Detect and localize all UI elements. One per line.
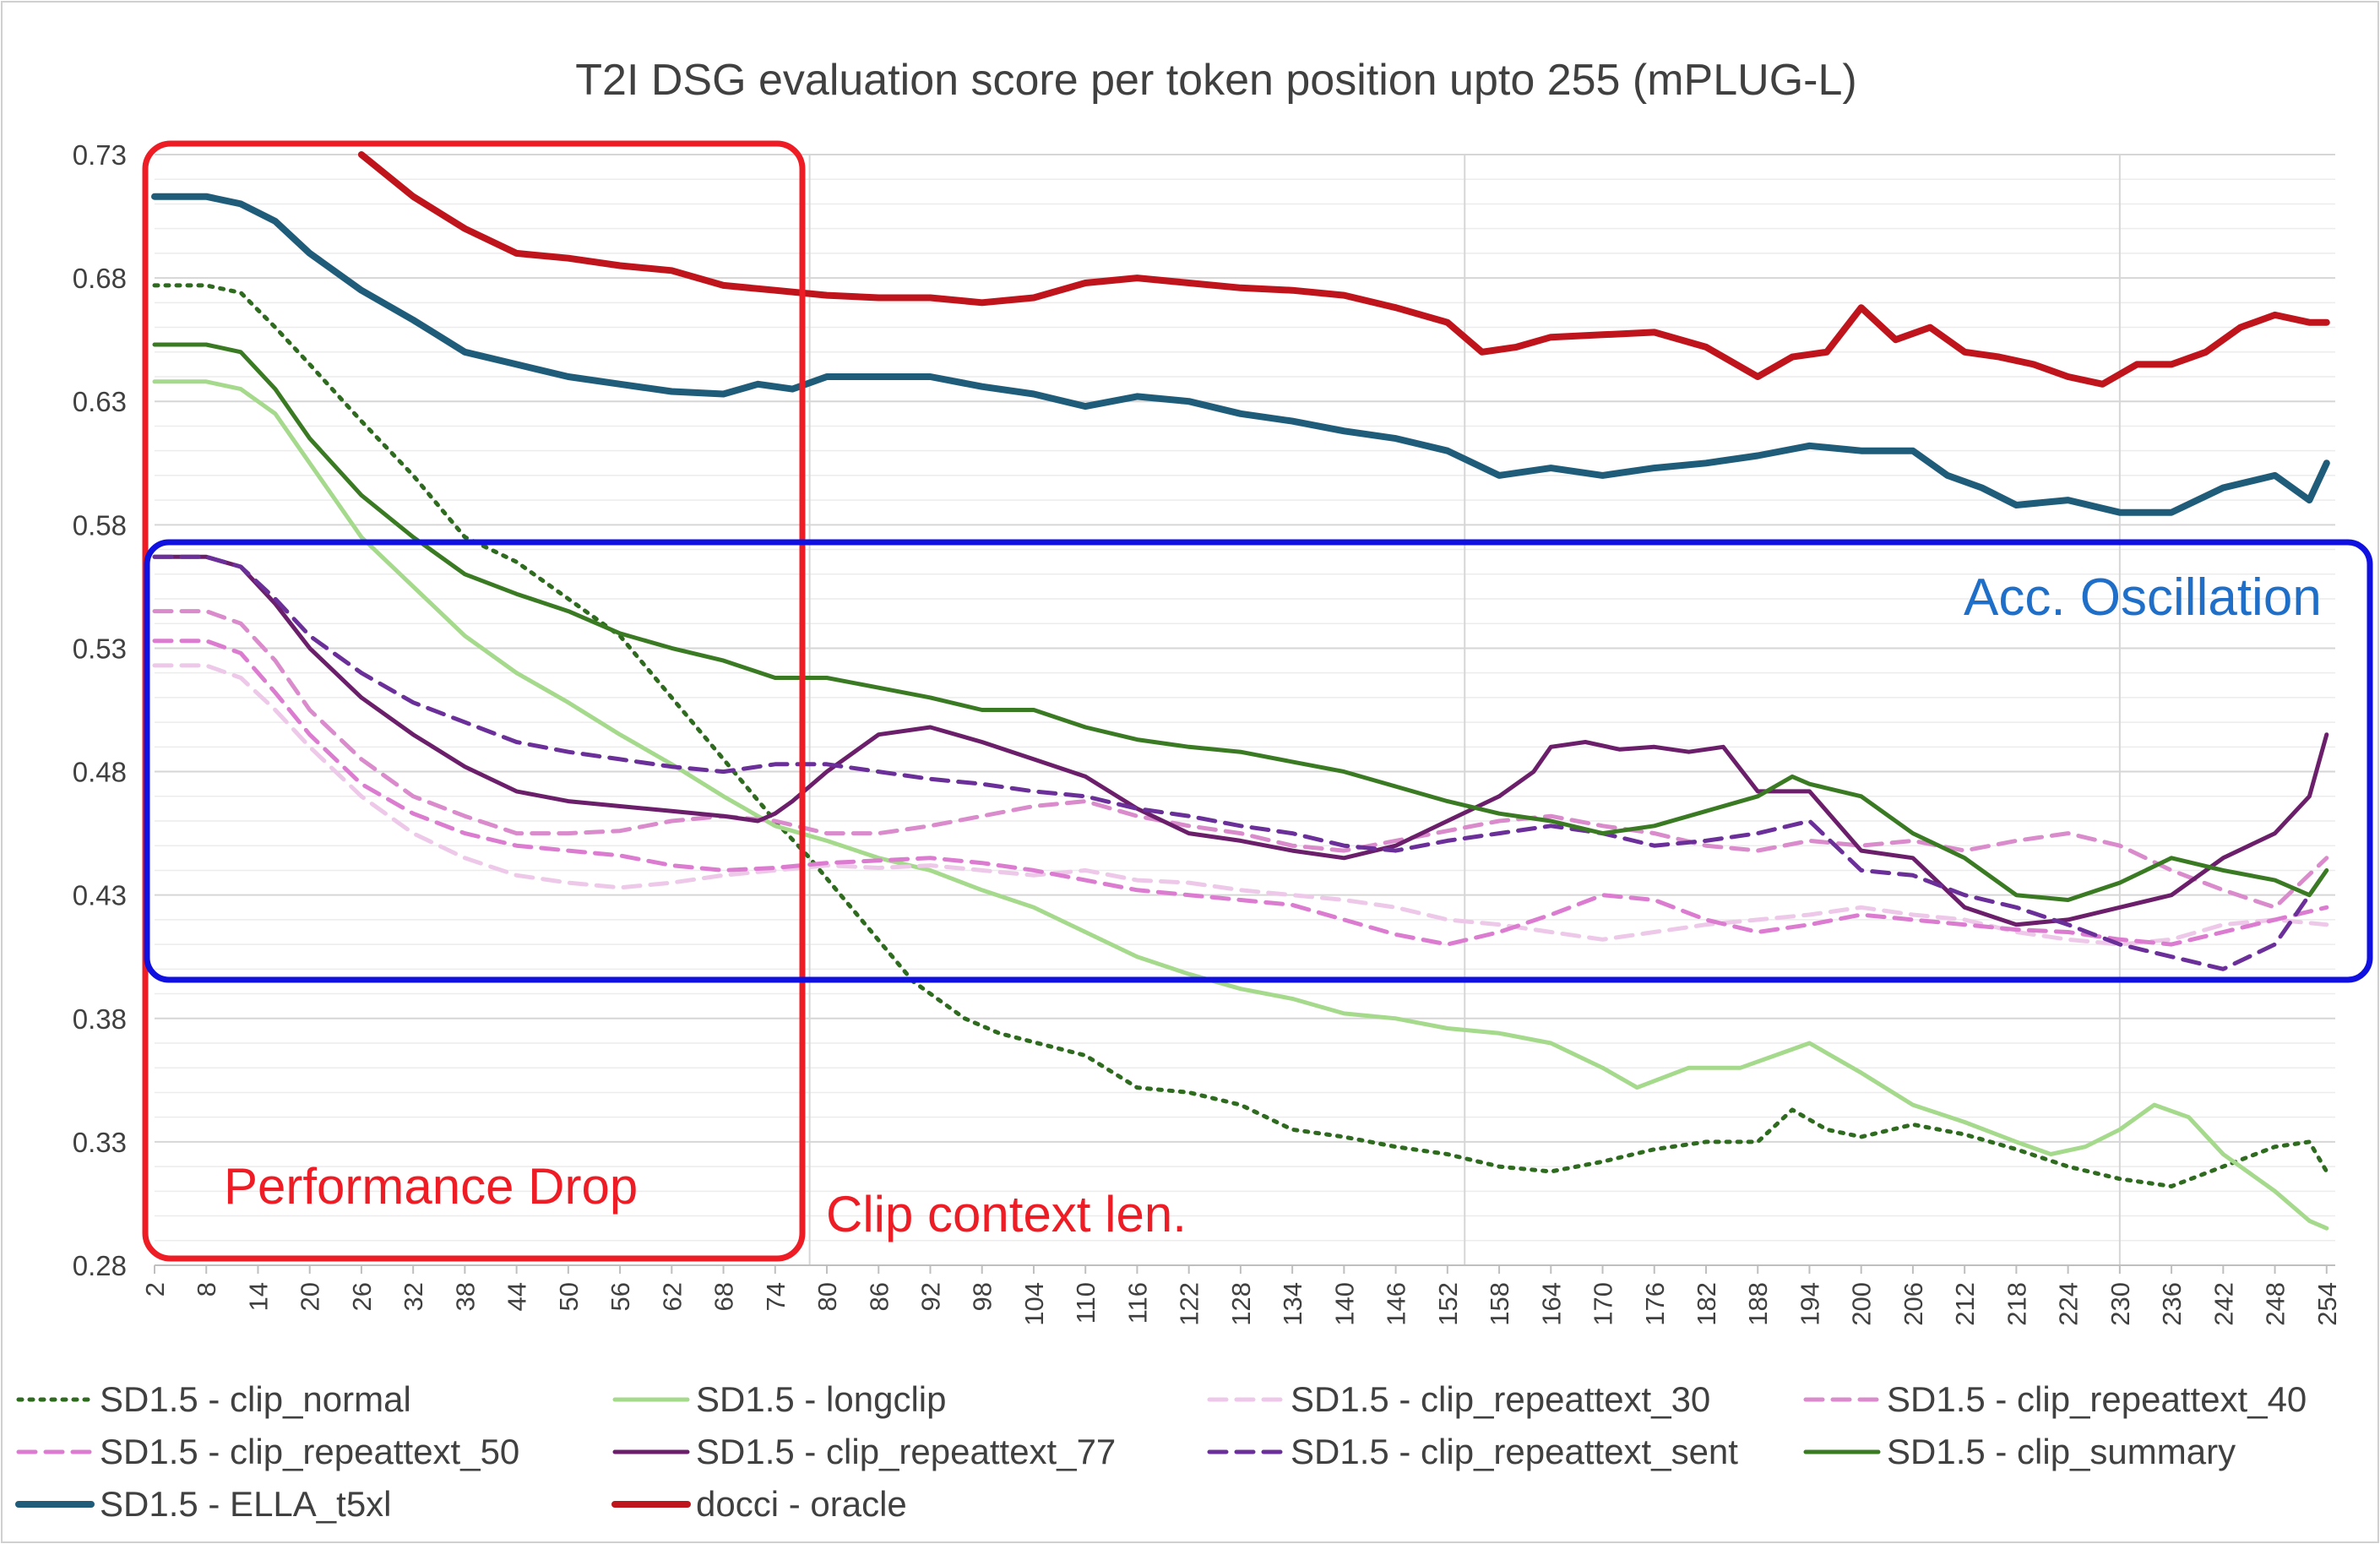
y-tick-label: 0.63 <box>73 386 127 417</box>
x-tick-label: 92 <box>916 1282 945 1311</box>
x-tick-label: 134 <box>1278 1282 1307 1326</box>
y-tick-label: 0.53 <box>73 633 127 664</box>
series-line-1 <box>152 283 2329 1188</box>
x-tick-label: 230 <box>2106 1282 2135 1326</box>
series-line-8 <box>152 342 2329 902</box>
x-tick-label: 224 <box>2054 1282 2084 1326</box>
series-line-4 <box>152 609 2329 910</box>
series-line-9 <box>151 193 2330 516</box>
series-line-3 <box>152 663 2329 947</box>
y-tick-label: 0.33 <box>73 1127 127 1158</box>
minor-gridlines <box>155 178 2335 1242</box>
x-tick-label: 98 <box>968 1282 997 1311</box>
clip-context-label: Clip context len. <box>826 1186 1187 1242</box>
x-tick-label: 116 <box>1122 1282 1152 1324</box>
x-tick-label: 38 <box>450 1282 480 1311</box>
x-tick-label: 32 <box>399 1282 428 1311</box>
x-tick-label: 206 <box>1899 1282 1928 1326</box>
x-tick-label: 2 <box>140 1282 170 1297</box>
series-line-5 <box>152 639 2329 947</box>
legend: SD1.5 - clip_normal SD1.5 - longclip SD1.5… <box>15 1379 2307 1524</box>
performance-drop-label: Performance Drop <box>224 1158 638 1215</box>
series-line-7 <box>152 554 2329 971</box>
series-line-10 <box>357 151 2330 388</box>
series-lines <box>151 151 2330 1231</box>
legend-label: SD1.5 - clip_repeattext_30 <box>1291 1379 1710 1419</box>
x-tick-label: 170 <box>1589 1282 1618 1326</box>
x-tick-label: 182 <box>1692 1282 1721 1326</box>
acc-oscillation-label: Acc. Oscillation <box>1964 568 2322 627</box>
x-tick-label: 80 <box>812 1282 842 1311</box>
x-tick-label: 14 <box>243 1282 273 1311</box>
x-tick-label: 152 <box>1433 1282 1463 1326</box>
legend-label: SD1.5 - clip_summary <box>1887 1432 2236 1471</box>
legend-label: SD1.5 - clip_repeattext_77 <box>696 1432 1116 1471</box>
major-gridlines <box>155 154 2335 1266</box>
x-tick-label: 110 <box>1071 1282 1100 1324</box>
y-axis-ticks: 0.28 0.33 0.38 0.43 0.48 0.53 0.58 0.63 0.68 0.73 <box>73 139 127 1281</box>
x-tick-label: 8 <box>192 1282 221 1297</box>
x-tick-label: 122 <box>1175 1282 1204 1326</box>
x-tick-label: 176 <box>1640 1282 1670 1326</box>
y-tick-label: 0.38 <box>73 1003 127 1035</box>
x-tick-label: 62 <box>657 1282 687 1311</box>
x-tick-label: 242 <box>2209 1282 2238 1326</box>
x-tick-label: 200 <box>1847 1282 1877 1326</box>
legend-label: SD1.5 - clip_normal <box>100 1379 411 1419</box>
x-tick-label: 104 <box>1019 1282 1049 1326</box>
x-tick-label: 20 <box>296 1282 325 1311</box>
x-axis-ticks: 2 8 14 20 26 32 38 44 50 56 62 68 74 80 86 92 98 104 110 11… <box>140 1265 2342 1326</box>
y-tick-label: 0.48 <box>73 757 127 788</box>
x-tick-label: 158 <box>1485 1282 1514 1326</box>
legend-label: docci - oracle <box>696 1484 907 1524</box>
acc-oscillation-box <box>144 539 2373 983</box>
x-tick-label: 212 <box>1950 1282 1980 1326</box>
y-tick-label: 0.73 <box>73 139 127 171</box>
x-tick-label: 194 <box>1795 1282 1824 1326</box>
x-tick-label: 236 <box>2157 1282 2187 1326</box>
x-tick-label: 44 <box>503 1282 532 1311</box>
y-tick-label: 0.58 <box>73 509 127 541</box>
x-tick-label: 68 <box>709 1282 739 1311</box>
x-tick-label: 50 <box>554 1282 584 1311</box>
x-tick-label: 218 <box>2002 1282 2031 1326</box>
x-tick-label: 56 <box>606 1282 635 1311</box>
legend-label: SD1.5 - ELLA_t5xl <box>100 1484 392 1524</box>
chart-title: T2I DSG evaluation score per token posit… <box>575 56 1856 105</box>
x-tick-label: 86 <box>864 1282 894 1311</box>
legend-label: SD1.5 - longclip <box>696 1379 946 1419</box>
legend-label: SD1.5 - clip_repeattext_50 <box>100 1432 519 1471</box>
x-tick-label: 128 <box>1226 1282 1256 1326</box>
x-tick-label: 26 <box>347 1282 377 1311</box>
x-tick-label: 146 <box>1382 1282 1411 1326</box>
series-line-6 <box>152 554 2329 927</box>
series-line-2 <box>152 379 2329 1231</box>
legend-label: SD1.5 - clip_repeattext_40 <box>1887 1379 2307 1419</box>
x-tick-label: 164 <box>1536 1282 1566 1326</box>
y-tick-label: 0.68 <box>73 263 127 294</box>
legend-label: SD1.5 - clip_repeattext_sent <box>1291 1432 1738 1471</box>
y-tick-label: 0.43 <box>73 880 127 911</box>
x-tick-label: 254 <box>2312 1282 2342 1326</box>
x-tick-label: 140 <box>1329 1282 1359 1326</box>
y-tick-label: 0.28 <box>73 1250 127 1281</box>
x-tick-label: 248 <box>2261 1282 2290 1326</box>
x-tick-label: 74 <box>761 1282 791 1311</box>
x-tick-label: 188 <box>1743 1282 1773 1326</box>
annotations: Performance Drop Clip context len. Acc. … <box>142 140 2373 1262</box>
